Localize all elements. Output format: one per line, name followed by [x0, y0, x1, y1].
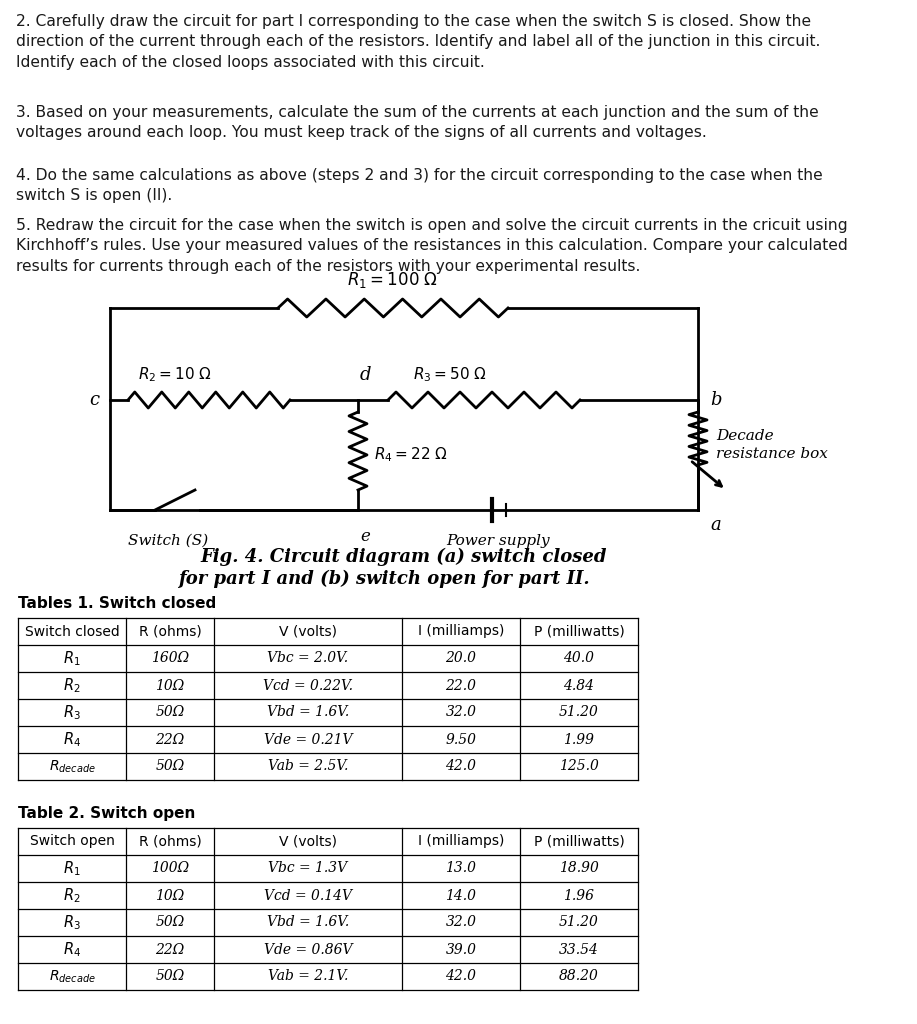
Text: 160Ω: 160Ω [151, 651, 189, 666]
Text: 4.84: 4.84 [564, 679, 594, 692]
Text: 50Ω: 50Ω [155, 706, 184, 720]
Text: $R_1 = 100\ \Omega$: $R_1 = 100\ \Omega$ [348, 270, 438, 290]
Text: for part I and (b) switch open for part II.: for part I and (b) switch open for part … [178, 570, 590, 588]
Text: 32.0: 32.0 [446, 915, 477, 930]
Text: Decade
resistance box: Decade resistance box [716, 429, 828, 461]
Text: $R_2 = 10\ \Omega$: $R_2 = 10\ \Omega$ [138, 366, 212, 384]
Text: Vbc = 2.0V.: Vbc = 2.0V. [268, 651, 348, 666]
Text: Switch closed: Switch closed [25, 625, 119, 639]
Text: Switch open: Switch open [29, 835, 115, 849]
Text: Vcd = 0.22V.: Vcd = 0.22V. [263, 679, 353, 692]
Text: 50Ω: 50Ω [155, 915, 184, 930]
Text: 88.20: 88.20 [559, 970, 599, 983]
Text: $R_1$: $R_1$ [63, 859, 81, 878]
Text: Tables 1. Switch closed: Tables 1. Switch closed [18, 596, 216, 611]
Text: Vab = 2.5V.: Vab = 2.5V. [268, 760, 348, 773]
Text: V (volts): V (volts) [279, 625, 337, 639]
Text: 40.0: 40.0 [564, 651, 594, 666]
Text: 10Ω: 10Ω [155, 679, 184, 692]
Text: $R_{decade}$: $R_{decade}$ [49, 969, 95, 985]
Text: V (volts): V (volts) [279, 835, 337, 849]
Text: Vbd = 1.6V.: Vbd = 1.6V. [267, 915, 349, 930]
Text: $R_3$: $R_3$ [63, 703, 81, 722]
Text: $R_2$: $R_2$ [63, 676, 81, 695]
Text: $R_1$: $R_1$ [63, 649, 81, 668]
Text: 100Ω: 100Ω [151, 861, 189, 876]
Text: Vde = 0.86V: Vde = 0.86V [264, 942, 352, 956]
Text: 5. Redraw the circuit for the case when the switch is open and solve the circuit: 5. Redraw the circuit for the case when … [16, 218, 847, 273]
Text: 39.0: 39.0 [446, 942, 477, 956]
Text: 4. Do the same calculations as above (steps 2 and 3) for the circuit correspondi: 4. Do the same calculations as above (st… [16, 168, 823, 204]
Text: e: e [360, 528, 370, 545]
Text: $R_4$: $R_4$ [63, 940, 81, 958]
Text: I (milliamps): I (milliamps) [418, 835, 504, 849]
Text: 1.96: 1.96 [564, 889, 594, 902]
Text: 50Ω: 50Ω [155, 760, 184, 773]
Text: 42.0: 42.0 [446, 970, 477, 983]
Text: $R_3$: $R_3$ [63, 913, 81, 932]
Text: 9.50: 9.50 [446, 732, 477, 746]
Text: 50Ω: 50Ω [155, 970, 184, 983]
Text: 10Ω: 10Ω [155, 889, 184, 902]
Text: 20.0: 20.0 [446, 651, 477, 666]
Text: 32.0: 32.0 [446, 706, 477, 720]
Text: 1.99: 1.99 [564, 732, 594, 746]
Text: I (milliamps): I (milliamps) [418, 625, 504, 639]
Text: $R_3 = 50\ \Omega$: $R_3 = 50\ \Omega$ [413, 366, 487, 384]
Text: 22Ω: 22Ω [155, 942, 184, 956]
Text: 18.90: 18.90 [559, 861, 599, 876]
Text: P (milliwatts): P (milliwatts) [534, 625, 624, 639]
Text: Vbc = 1.3V: Vbc = 1.3V [269, 861, 348, 876]
Text: 125.0: 125.0 [559, 760, 599, 773]
Text: 22Ω: 22Ω [155, 732, 184, 746]
Text: 42.0: 42.0 [446, 760, 477, 773]
Text: Table 2. Switch open: Table 2. Switch open [18, 806, 195, 821]
Text: Vde = 0.21V: Vde = 0.21V [264, 732, 352, 746]
Text: 33.54: 33.54 [559, 942, 599, 956]
Text: $R_{decade}$: $R_{decade}$ [49, 759, 95, 775]
Text: Switch (S): Switch (S) [127, 534, 208, 548]
Text: b: b [710, 391, 722, 409]
Text: Power supply: Power supply [447, 534, 550, 548]
Text: Vbd = 1.6V.: Vbd = 1.6V. [267, 706, 349, 720]
Text: c: c [89, 391, 99, 409]
Text: 3. Based on your measurements, calculate the sum of the currents at each junctio: 3. Based on your measurements, calculate… [16, 105, 819, 140]
Text: d: d [360, 366, 371, 384]
Text: Vab = 2.1V.: Vab = 2.1V. [268, 970, 348, 983]
Text: 13.0: 13.0 [446, 861, 477, 876]
Text: 51.20: 51.20 [559, 915, 599, 930]
Text: 2. Carefully draw the circuit for part I corresponding to the case when the swit: 2. Carefully draw the circuit for part I… [16, 14, 821, 70]
Text: Vcd = 0.14V: Vcd = 0.14V [264, 889, 352, 902]
Text: 14.0: 14.0 [446, 889, 477, 902]
Text: $R_4 = 22\ \Omega$: $R_4 = 22\ \Omega$ [374, 445, 448, 464]
Text: R (ohms): R (ohms) [138, 625, 202, 639]
Text: $R_2$: $R_2$ [63, 886, 81, 905]
Text: a: a [710, 516, 721, 534]
Text: R (ohms): R (ohms) [138, 835, 202, 849]
Text: 51.20: 51.20 [559, 706, 599, 720]
Text: $R_4$: $R_4$ [63, 730, 81, 749]
Text: 22.0: 22.0 [446, 679, 477, 692]
Text: Fig. 4. Circuit diagram (a) switch closed: Fig. 4. Circuit diagram (a) switch close… [200, 548, 606, 566]
Text: P (milliwatts): P (milliwatts) [534, 835, 624, 849]
